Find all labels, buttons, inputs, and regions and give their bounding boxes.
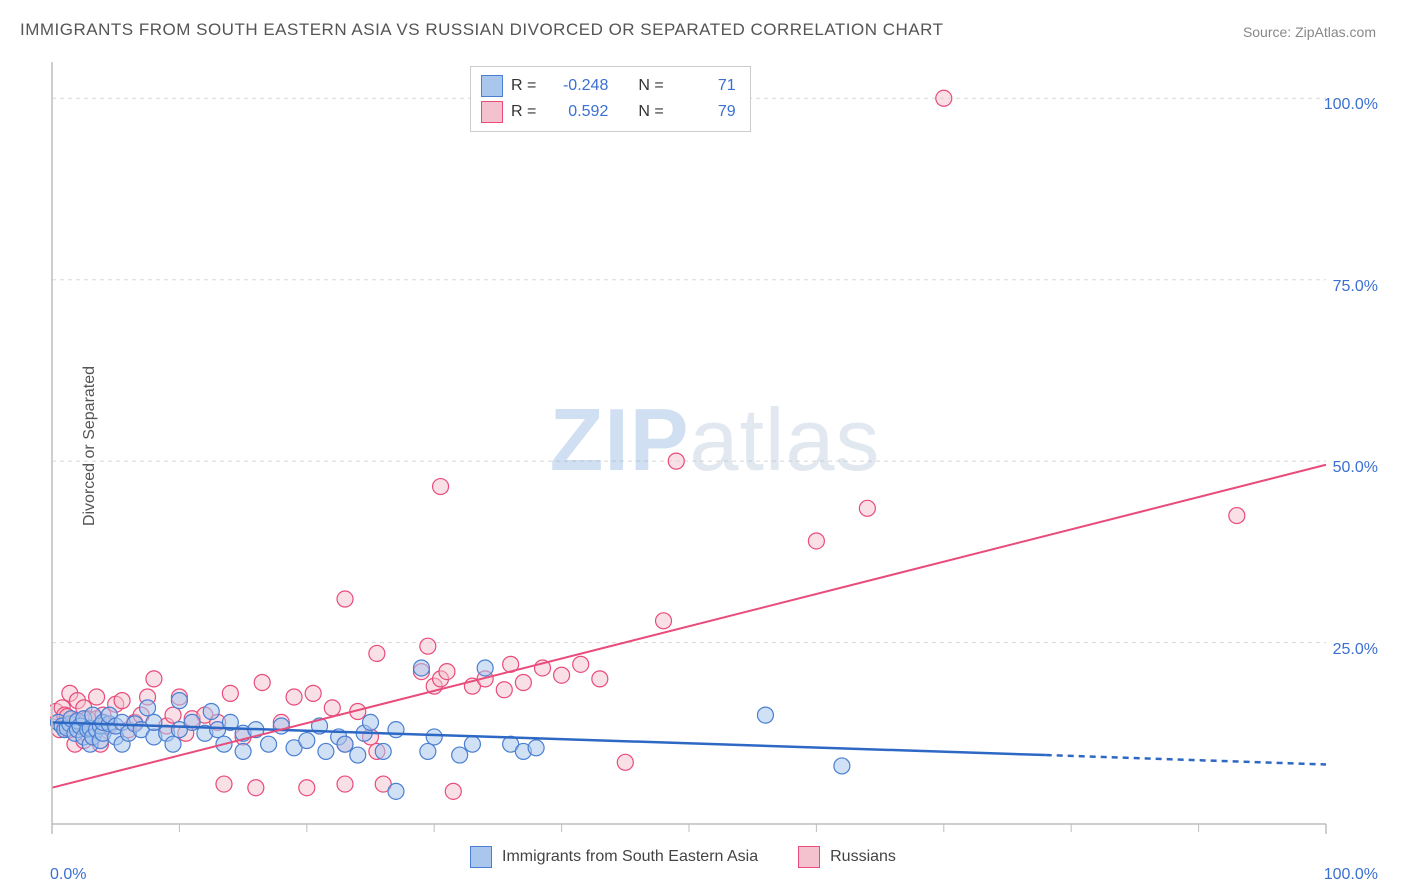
legend-item: Immigrants from South Eastern Asia <box>470 846 758 868</box>
correlation-legend: R = -0.248 N = 71 R = 0.592 N = 79 <box>470 66 751 132</box>
x-tick-label: 0.0% <box>50 866 86 884</box>
legend-label: Immigrants from South Eastern Asia <box>502 848 758 866</box>
legend-item: Russians <box>798 846 896 868</box>
r-label: R = <box>511 99 536 125</box>
r-label: R = <box>511 73 536 99</box>
series-legend: Immigrants from South Eastern Asia Russi… <box>470 846 896 868</box>
legend-row: R = -0.248 N = 71 <box>481 73 736 99</box>
plot-area: ZIPatlas <box>50 60 1380 840</box>
legend-swatch-icon <box>470 846 492 868</box>
source-attribution: Source: ZipAtlas.com <box>1243 24 1376 40</box>
n-label: N = <box>638 99 663 125</box>
r-value: -0.248 <box>548 73 608 99</box>
r-value: 0.592 <box>548 99 608 125</box>
scatter-chart <box>50 60 1380 840</box>
legend-label: Russians <box>830 848 896 866</box>
n-label: N = <box>638 73 663 99</box>
n-value: 79 <box>676 99 736 125</box>
legend-swatch-icon <box>481 75 503 97</box>
legend-swatch-icon <box>798 846 820 868</box>
legend-row: R = 0.592 N = 79 <box>481 99 736 125</box>
chart-title: IMMIGRANTS FROM SOUTH EASTERN ASIA VS RU… <box>20 20 943 40</box>
x-tick-label: 100.0% <box>1324 866 1378 884</box>
source-site: ZipAtlas.com <box>1295 24 1376 40</box>
y-tick-label: 75.0% <box>1333 278 1378 296</box>
y-tick-label: 100.0% <box>1324 96 1378 114</box>
y-tick-label: 50.0% <box>1333 459 1378 477</box>
source-label: Source: <box>1243 24 1295 40</box>
y-tick-label: 25.0% <box>1333 641 1378 659</box>
legend-swatch-icon <box>481 101 503 123</box>
n-value: 71 <box>676 73 736 99</box>
